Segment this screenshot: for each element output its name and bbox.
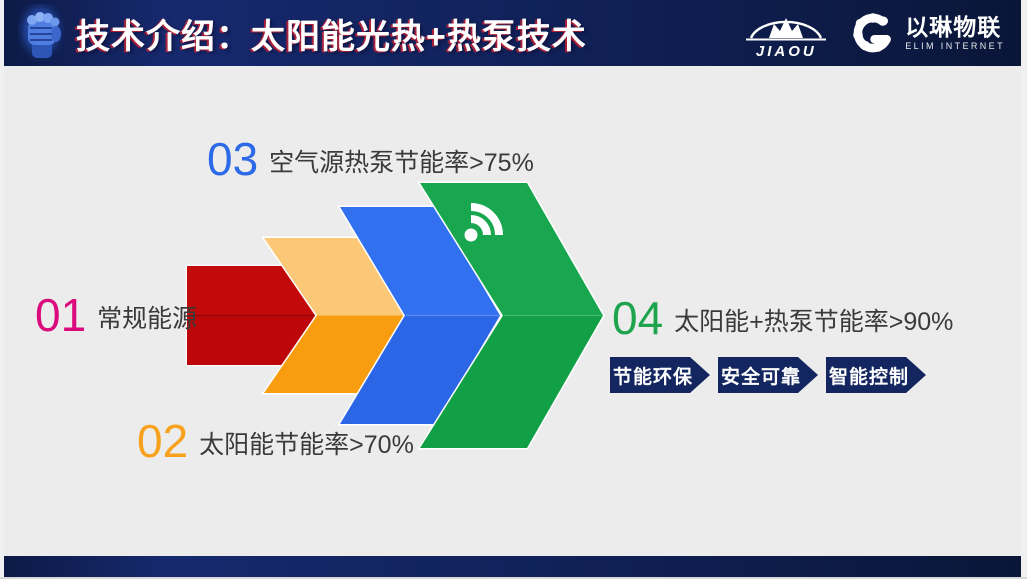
elim-subbrand-text: ELIM INTERNET <box>905 40 1005 51</box>
step-text: 常规能源 <box>97 304 198 333</box>
step-label-3: 03 空气源热泵节能率>75% <box>207 136 534 182</box>
step-label-4: 04 太阳能+热泵节能率>90% <box>612 295 953 341</box>
step-number: 03 <box>207 133 259 185</box>
badge-safety: 安全可靠 <box>718 357 818 393</box>
fist-image <box>18 4 64 62</box>
jiaou-brand-text: JIAOU <box>755 42 817 60</box>
g-molecule-icon <box>853 13 892 53</box>
step-text: 太阳能+热泵节能率>90% <box>674 307 954 336</box>
page-title: 技术介绍：太阳能光热+热泵技术 <box>76 9 587 58</box>
badge-energy-saving: 节能环保 <box>610 357 710 393</box>
window-bottom-border <box>0 577 1027 579</box>
step-number: 04 <box>612 292 664 344</box>
feature-badges: 节能环保 安全可靠 智能控制 <box>610 357 926 393</box>
arrow-step4-green <box>417 181 605 450</box>
fist-shape <box>27 12 61 58</box>
step-text: 太阳能节能率>70% <box>199 430 414 459</box>
elim-logo: 以琳物联 ELIM INTERNET <box>850 10 1005 56</box>
title-prefix: 技术介绍： <box>76 17 251 56</box>
title-main: 太阳能光热+热泵技术 <box>251 17 587 56</box>
slide-header: 技术介绍：太阳能光热+热泵技术 JIAOU <box>4 0 1021 66</box>
crown-arc-icon <box>746 17 827 40</box>
elim-brand-text: 以琳物联 <box>905 13 1002 40</box>
step-label-1: 01 常规能源 <box>35 292 197 338</box>
step-number: 02 <box>137 415 189 467</box>
arrow-step1-red <box>185 264 319 367</box>
jiaou-logo: JIAOU <box>746 7 827 60</box>
step-label-2: 02 太阳能节能率>70% <box>137 418 414 464</box>
badge-smart-control: 智能控制 <box>826 357 926 393</box>
step-text: 空气源热泵节能率>75% <box>269 148 534 177</box>
step-number: 01 <box>35 289 87 341</box>
wifi-signal-icon <box>464 203 503 242</box>
slide-footer <box>4 556 1021 577</box>
